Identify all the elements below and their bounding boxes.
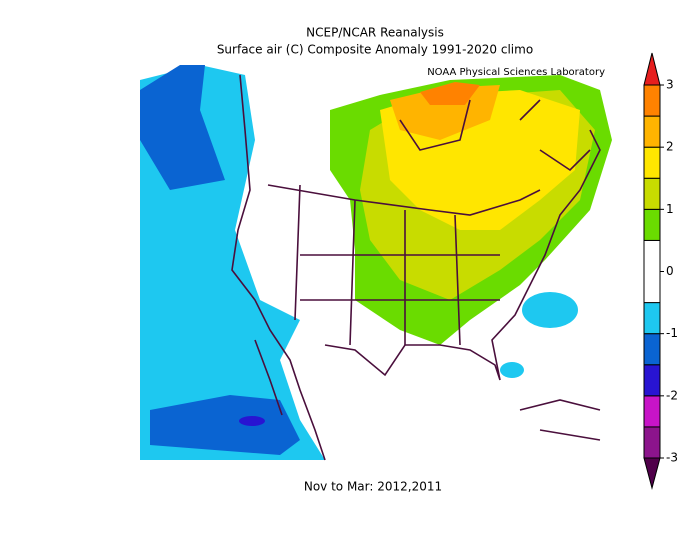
coastline	[519, 399, 601, 441]
anomaly-region	[140, 65, 225, 190]
anomaly-region	[500, 362, 524, 378]
coastline	[399, 99, 591, 172]
title: NCEP/NCAR Reanalysis	[306, 26, 444, 40]
anomaly-region	[522, 292, 578, 328]
colorbar-segment	[643, 333, 661, 366]
colorbar-tick-label: 0	[666, 264, 674, 278]
colorbar-tick-label: -2	[666, 388, 678, 402]
colorbar-tick-label: 2	[666, 140, 674, 154]
colorbar-tick-label: 3	[666, 78, 674, 92]
anomaly-region	[420, 82, 480, 105]
map	[140, 65, 612, 461]
colorbar-segment	[643, 395, 661, 428]
coastline	[254, 339, 283, 416]
colorbar-segment	[643, 208, 661, 241]
border	[294, 184, 500, 346]
colorbar: -3 -2 -1 0 1 2 3	[643, 52, 678, 490]
colorbar-tick-label: -1	[666, 326, 678, 340]
colorbar-segment	[643, 302, 661, 335]
colorbar-segment	[643, 364, 661, 397]
colorbar-tick-label: 1	[666, 202, 674, 216]
colorbar-under	[643, 457, 661, 490]
coastline	[324, 129, 601, 381]
colorbar-segment	[643, 239, 661, 304]
footer: Nov to Mar: 2012,2011	[304, 480, 442, 494]
anomaly-region	[239, 416, 265, 426]
subtitle: Surface air (C) Composite Anomaly 1991-2…	[217, 43, 533, 57]
colorbar-tick-label: -3	[666, 451, 678, 465]
anomaly-region	[390, 85, 500, 140]
colorbar-segment	[643, 177, 661, 210]
colorbar-over	[643, 52, 661, 86]
colorbar-segment	[643, 146, 661, 179]
anomaly-region	[150, 395, 300, 455]
credit: NOAA Physical Sciences Laboratory	[427, 67, 605, 78]
border	[267, 184, 541, 216]
colorbar-segment	[643, 426, 661, 459]
colorbar-segment	[643, 84, 661, 117]
coastline	[231, 74, 326, 461]
colorbar-segment	[643, 115, 661, 148]
